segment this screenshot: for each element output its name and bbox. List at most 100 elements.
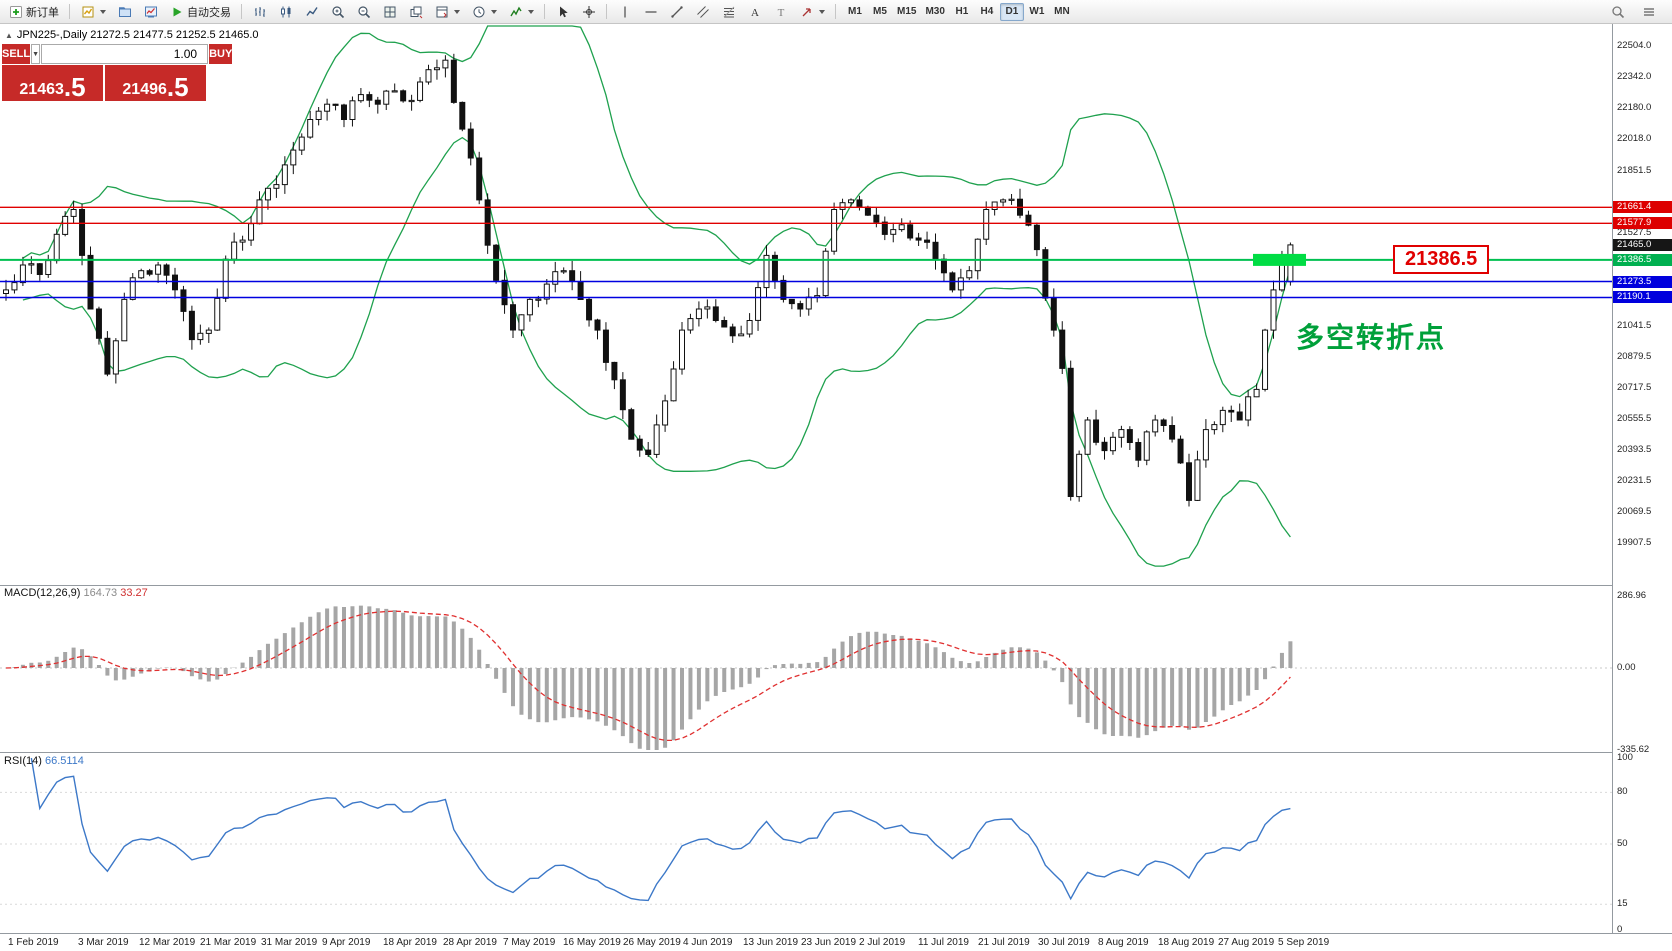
sell-button[interactable]: SELL: [2, 44, 31, 64]
axis-tick: 21041.5: [1617, 319, 1652, 331]
tab-timeframe-M30[interactable]: M30: [921, 3, 948, 21]
date-tick: 7 May 2019: [503, 937, 556, 948]
vertical-line-button[interactable]: [612, 2, 637, 22]
volume-input[interactable]: [41, 44, 209, 64]
axis-tick: 20555.5: [1617, 412, 1652, 424]
axis-tick: 22342.0: [1617, 71, 1652, 82]
candles-style-icon: [278, 4, 293, 19]
order-type-caret-icon[interactable]: ▼: [31, 44, 41, 64]
profiles-icon: [117, 4, 132, 19]
buy-quote-button[interactable]: 21496.5: [105, 65, 206, 101]
date-tick: 21 Mar 2019: [200, 937, 257, 948]
horizontal-line-icon: [643, 4, 658, 19]
tab-timeframe-H1[interactable]: H1: [950, 3, 974, 21]
indicators-button[interactable]: [503, 2, 539, 22]
date-tick: 18 Apr 2019: [383, 937, 437, 948]
toolbar-separator: [544, 4, 545, 19]
axis-tick: 21527.5: [1617, 226, 1652, 238]
new-chart-button[interactable]: [75, 2, 111, 22]
dropdown-caret-icon: [528, 9, 534, 14]
date-tick: 16 May 2019: [563, 937, 621, 948]
text-icon: A: [747, 4, 762, 19]
market-watch-button[interactable]: [138, 2, 163, 22]
tile-windows-button[interactable]: [377, 2, 402, 22]
highlight-rectangle: [1253, 253, 1306, 266]
menu-button[interactable]: [1636, 2, 1661, 22]
toolbar-separator: [835, 4, 836, 19]
date-tick: 3 Mar 2019: [78, 937, 129, 948]
tab-timeframe-M5[interactable]: M5: [868, 3, 892, 21]
one-click-trading-panel: SELL ▼ BUY 21463.5 21496.5: [2, 44, 233, 101]
bars-style-icon: [252, 4, 267, 19]
arrows-button[interactable]: [794, 2, 830, 22]
text-button[interactable]: A: [742, 2, 767, 22]
rsi-value: 66.5114: [44, 755, 84, 767]
arrange-windows-button[interactable]: [429, 2, 465, 22]
line-style-button[interactable]: [299, 2, 324, 22]
label-icon: T: [773, 4, 788, 19]
profiles-button[interactable]: [112, 2, 137, 22]
zoom-in-button[interactable]: [325, 2, 350, 22]
price-chart[interactable]: [0, 24, 1612, 933]
trendline-icon: [669, 4, 684, 19]
cascade-windows-button[interactable]: [403, 2, 428, 22]
date-tick: 8 Aug 2019: [1098, 937, 1149, 948]
channel-button[interactable]: [690, 2, 715, 22]
clock-button[interactable]: [466, 2, 502, 22]
axis-tick: 19907.5: [1617, 537, 1652, 548]
panel-separator[interactable]: [0, 752, 1672, 753]
tab-timeframe-W1[interactable]: W1: [1025, 3, 1049, 21]
auto-trading-button[interactable]: 自动交易: [164, 2, 236, 22]
date-tick: 9 Apr 2019: [322, 937, 371, 948]
tab-timeframe-D1[interactable]: D1: [999, 2, 1024, 21]
zoom-out-icon: [356, 4, 371, 19]
panel-separator[interactable]: [0, 585, 1672, 586]
tab-timeframe-MN[interactable]: MN: [1050, 3, 1074, 21]
price-callout[interactable]: 21386.5: [1393, 245, 1490, 274]
new-order-button[interactable]: 新订单: [3, 2, 64, 22]
date-tick: 26 May 2019: [623, 937, 681, 948]
macd-main-value: 164.73: [83, 587, 118, 599]
search-button[interactable]: [1605, 2, 1630, 22]
date-axis[interactable]: 1 Feb 2019 3 Mar 2019 12 Mar 2019 21 Mar 20…: [0, 933, 1672, 951]
price-level-chip: 21386.5: [1613, 253, 1672, 266]
date-tick: 12 Mar 2019: [139, 937, 196, 948]
sell-price: 21463: [19, 81, 64, 98]
one-click-trading-toggle-icon[interactable]: ▲: [5, 30, 13, 40]
candles-style-button[interactable]: [273, 2, 298, 22]
price-level-chip: 21465.0: [1613, 238, 1672, 251]
line-style-icon: [304, 4, 319, 19]
indicators-icon: [508, 4, 523, 19]
zoom-out-button[interactable]: [351, 2, 376, 22]
axis-tick: 0.00: [1617, 662, 1636, 673]
buy-button[interactable]: BUY: [209, 44, 233, 64]
tab-timeframe-M1[interactable]: M1: [843, 3, 867, 21]
tab-timeframe-H4[interactable]: H4: [975, 3, 999, 21]
price-axis[interactable]: 22504.0 22342.0 22180.0 22018.0 21851.5 21527…: [1612, 24, 1672, 935]
sell-quote-button[interactable]: 21463.5: [2, 65, 103, 101]
date-tick: 31 Mar 2019: [261, 937, 318, 948]
fibonacci-button[interactable]: [716, 2, 741, 22]
crosshair-button[interactable]: [576, 2, 601, 22]
cursor-icon: [555, 4, 570, 19]
macd-label: MACD(12,26,9) 164.73 33.27: [4, 587, 148, 599]
axis-tick: 22018.0: [1617, 133, 1652, 145]
axis-tick: 15: [1617, 898, 1628, 910]
search-icon: [1610, 4, 1625, 19]
cursor-button[interactable]: [550, 2, 575, 22]
axis-tick: 20717.5: [1617, 381, 1652, 393]
axis-tick: 21851.5: [1617, 164, 1652, 176]
date-tick: 30 Jul 2019: [1038, 937, 1090, 948]
trendline-button[interactable]: [664, 2, 689, 22]
date-tick: 27 Aug 2019: [1218, 937, 1275, 948]
cascade-windows-icon: [408, 4, 423, 19]
turning-point-label[interactable]: 多空转折点: [1296, 322, 1447, 353]
bars-style-button[interactable]: [247, 2, 272, 22]
toolbar-separator: [606, 4, 607, 19]
tab-timeframe-M15[interactable]: M15: [893, 3, 920, 21]
horizontal-line-button[interactable]: [638, 2, 663, 22]
auto-trading-label: 自动交易: [187, 6, 231, 19]
label-button[interactable]: T: [768, 2, 793, 22]
toolbar: 新订单 自动交易: [0, 0, 1672, 24]
new-order-icon: [8, 4, 23, 19]
